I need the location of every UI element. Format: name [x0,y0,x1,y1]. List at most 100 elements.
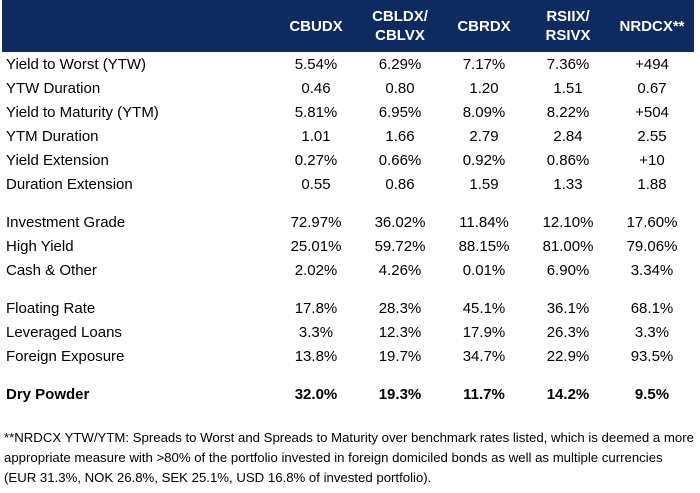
table-cell: 3.3% [634,323,670,341]
table-row: Yield Extension 0.27% 0.66% 0.92% 0.86% +10 [2,148,694,172]
table-cell: 0.01% [462,261,506,279]
table-cell: 6.29% [378,55,422,73]
table-cell: 3.3% [298,323,334,341]
table-cell: 81.00% [542,237,594,255]
table-cell: 2.79 [469,127,499,145]
table-cell: 1.59 [469,175,499,193]
table-cell: 68.1% [630,299,674,317]
table-row: Duration Extension 0.55 0.86 1.59 1.33 1.88 [2,172,694,196]
table-cell: 0.55 [301,175,331,193]
table-cell: 25.01% [290,237,342,255]
table-cell: 5.81% [294,103,338,121]
table-row: Floating Rate 17.8% 28.3% 45.1% 36.1% 68.1% [2,296,694,320]
table-cell: +10 [639,151,665,169]
row-label: Dry Powder [6,385,90,403]
table-cell: 7.36% [546,55,590,73]
header-row: CBUDX CBLDX/CBLVX CBRDX RSIIX/RSIVX NRDCX** [2,0,694,52]
table-cell: 11.7% [463,385,505,403]
table-row: Cash & Other 2.02% 4.26% 0.01% 6.90% 3.34% [2,258,694,282]
table-cell: 14.2% [546,385,590,403]
table-cell: 1.33 [553,175,583,193]
column-header: CBLDX/CBLVX [358,0,442,52]
table-cell: 0.86 [385,175,415,193]
table-cell: 17.8% [294,299,338,317]
table-cell: +504 [635,103,669,121]
table-row: Yield to Maturity (YTM) 5.81% 6.95% 8.09% 8.… [2,100,694,124]
table-cell: +494 [635,55,669,73]
group-spacer [2,368,694,382]
row-label: Yield to Worst (YTW) [6,55,147,73]
table-cell: 8.22% [546,103,590,121]
table-cell: 79.06% [626,237,678,255]
header-corner [2,0,274,52]
column-header-line: CBUDX [289,17,343,35]
row-label: Investment Grade [6,213,126,231]
table-cell: 3.34% [630,261,674,279]
table-cell: 8.09% [462,103,506,121]
table-cell: 93.5% [630,347,674,365]
table-cell: 11.84% [459,213,509,231]
table-cell: 2.02% [294,261,338,279]
table-cell: 7.17% [462,55,506,73]
table-cell: 34.7% [462,347,506,365]
spacer-cell [2,196,694,210]
table-cell: 5.54% [294,55,338,73]
table-row: Investment Grade 72.97% 36.02% 11.84% 12.10%… [2,210,694,234]
column-header: NRDCX** [610,0,694,52]
table-cell: 36.1% [546,299,590,317]
table-cell: 6.90% [546,261,590,279]
column-header-line: RSIVX [545,27,591,44]
table-cell: 36.02% [374,213,426,231]
table-cell: 28.3% [378,299,422,317]
row-label: Yield to Maturity (YTM) [6,103,159,121]
row-label: YTW Duration [6,79,101,97]
row-label: Duration Extension [6,175,133,193]
group-spacer [2,196,694,210]
table-cell: 6.95% [378,103,422,121]
row-label: High Yield [6,237,74,255]
table-cell: 4.26% [378,261,422,279]
table-cell: 0.27% [294,151,338,169]
table-cell: 13.8% [294,347,338,365]
table-row: Yield to Worst (YTW) 5.54% 6.29% 7.17% 7.36%… [2,52,694,76]
table-cell: 22.9% [546,347,590,365]
table-cell: 88.15% [458,237,510,255]
table-row: Foreign Exposure 13.8% 19.7% 34.7% 22.9% 93.5… [2,344,694,368]
table-cell: 0.67 [637,79,667,97]
table-row: YTM Duration 1.01 1.66 2.79 2.84 2.55 [2,124,694,148]
table-cell: 1.51 [553,79,583,97]
table-cell: 1.20 [469,79,499,97]
table-row: High Yield 25.01% 59.72% 88.15% 81.00% 79.06% [2,234,694,258]
column-header-line: CBRDX [457,17,511,35]
column-header-line: RSIIX/ [546,8,590,25]
table-cell: 9.5% [634,385,670,403]
table-cell: 0.92% [462,151,506,169]
table-cell: 1.01 [301,127,331,145]
table-cell: 19.3% [378,385,422,403]
table-cell: 12.3% [378,323,422,341]
table-cell: 17.60% [626,213,678,231]
column-header-line: NRDCX** [619,17,685,35]
row-label: Cash & Other [6,261,97,279]
table-cell: 1.88 [637,175,667,193]
table-cell: 0.80 [385,79,415,97]
table-cell: 19.7% [378,347,422,365]
table-row: Dry Powder 32.0% 19.3% 11.7% 14.2% 9.5% [2,382,694,406]
column-header: CBUDX [274,0,358,52]
spacer-cell [2,368,694,382]
footnote: **NRDCX YTW/YTM: Spreads to Worst and Sp… [4,430,694,485]
table-cell: 17.9% [462,323,506,341]
table-row: Leveraged Loans 3.3% 12.3% 17.9% 26.3% 3.3% [2,320,694,344]
table-cell: 59.72% [374,237,426,255]
group-spacer [2,282,694,296]
table-cell: 32.0% [294,385,338,403]
table-cell: 26.3% [546,323,590,341]
column-header-line: CBLDX/ [372,8,428,25]
spacer-cell [2,282,694,296]
table-cell: 0.66% [378,151,422,169]
table-cell: 12.10% [542,213,594,231]
table-cell: 0.86% [546,151,590,169]
table-header: CBUDX CBLDX/CBLVX CBRDX RSIIX/RSIVX NRDCX** [2,0,694,52]
table-cell: 45.1% [462,299,506,317]
